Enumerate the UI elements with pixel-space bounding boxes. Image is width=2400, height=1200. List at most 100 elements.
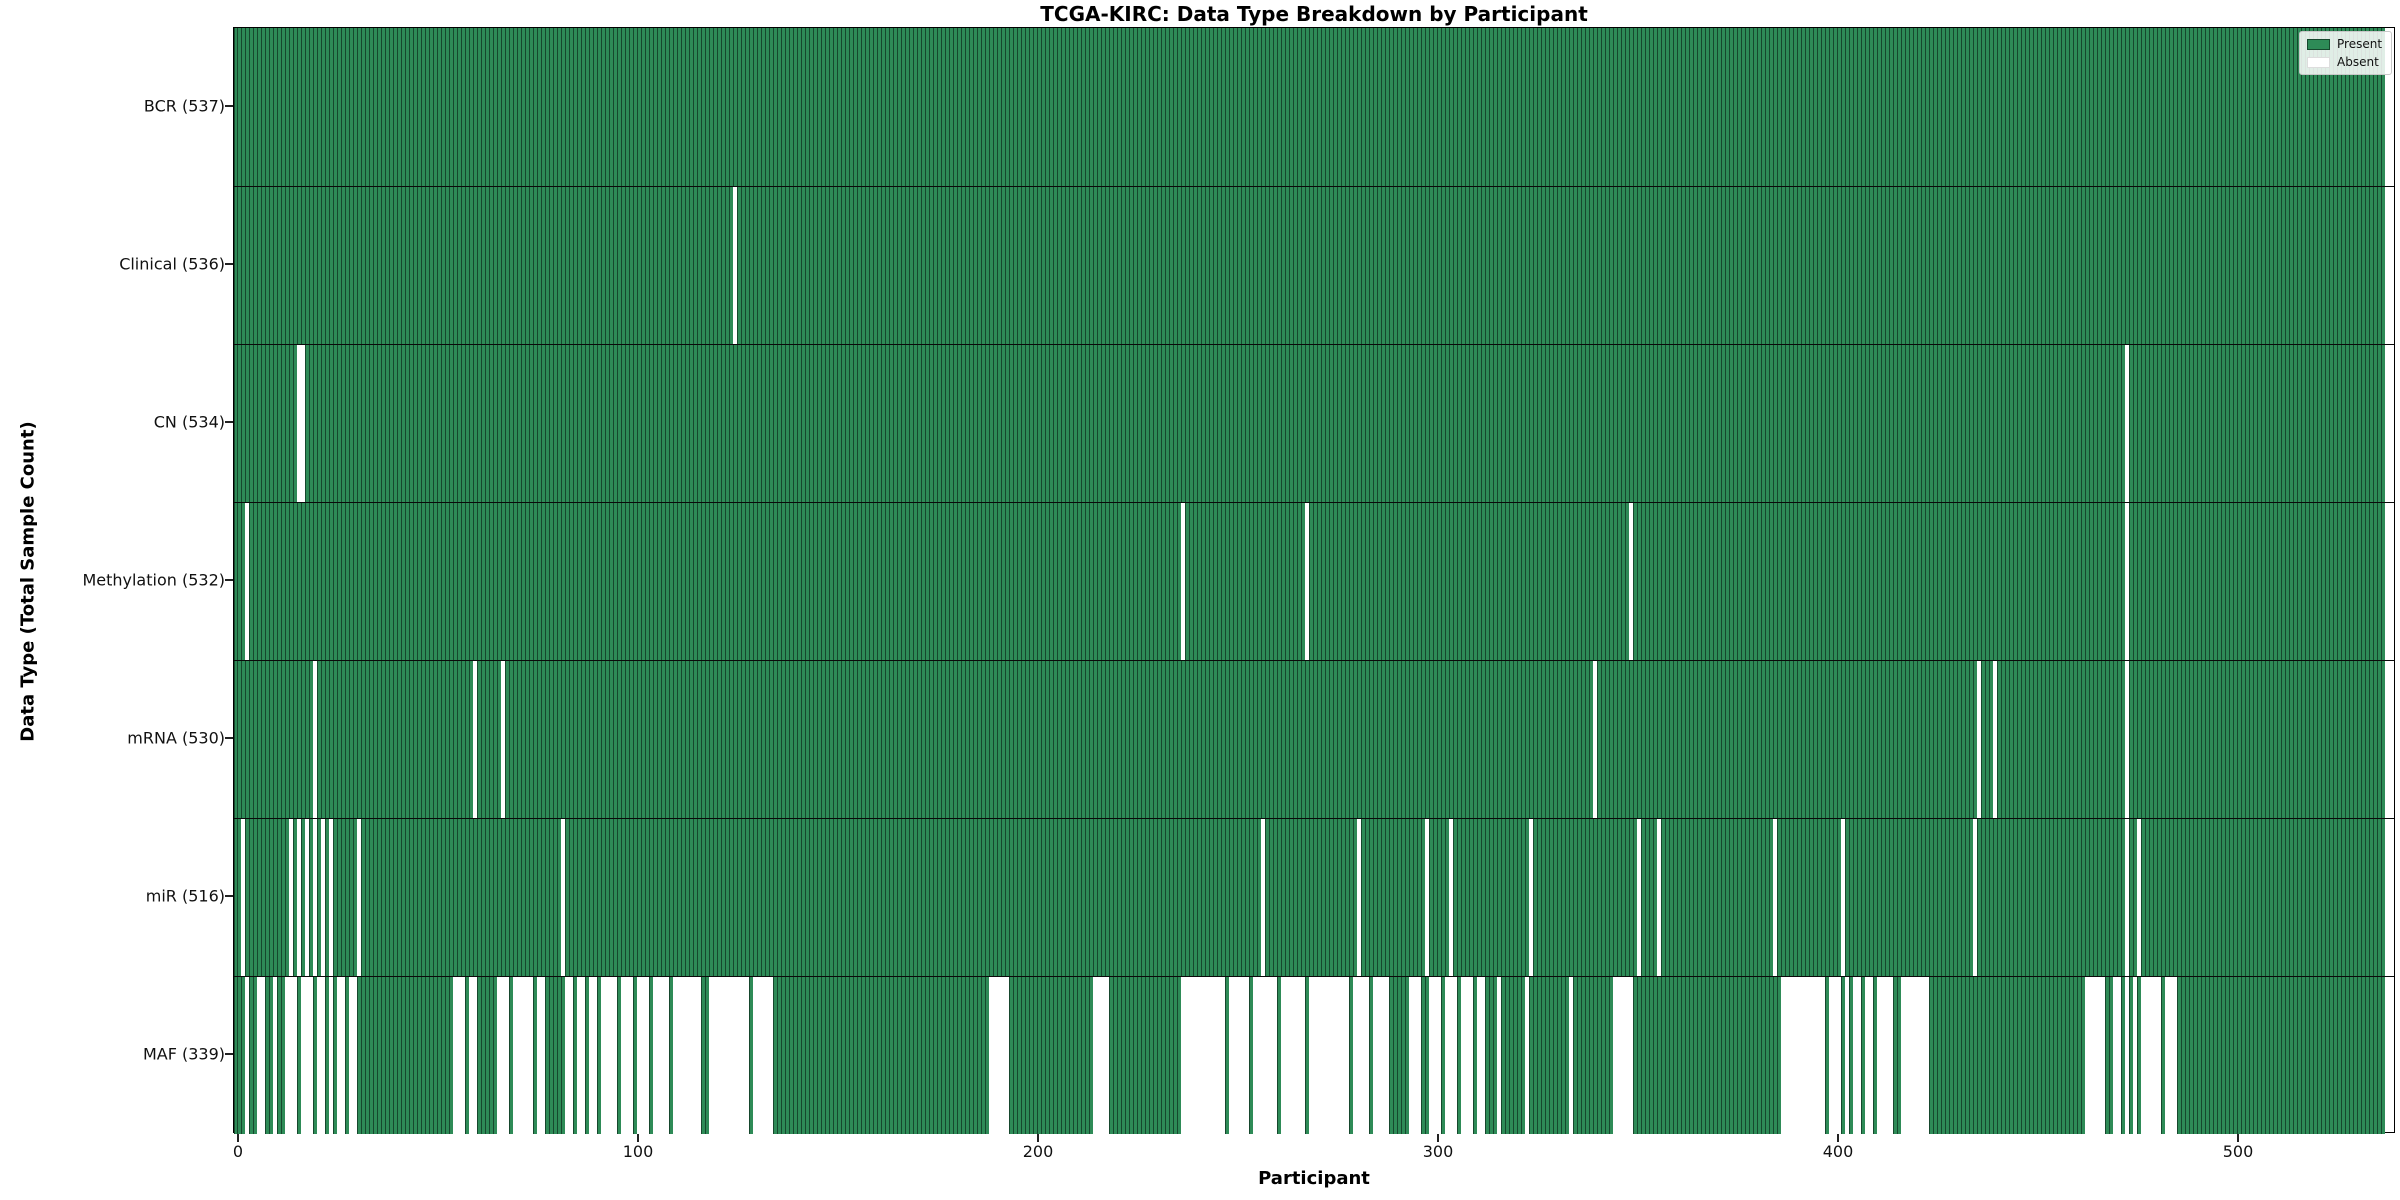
absent-gap bbox=[685, 976, 689, 1134]
absent-gap bbox=[1793, 976, 1797, 1134]
absent-gap bbox=[337, 976, 341, 1134]
absent-gap bbox=[1437, 976, 1441, 1134]
absent-gap bbox=[1357, 976, 1361, 1134]
absent-gap bbox=[1629, 976, 1633, 1134]
absent-gap bbox=[1197, 976, 1201, 1134]
legend-label-present: Present bbox=[2337, 37, 2383, 51]
absent-gap bbox=[657, 976, 661, 1134]
absent-gap bbox=[1429, 976, 1433, 1134]
absent-gap bbox=[1233, 976, 1237, 1134]
absent-gap bbox=[2089, 976, 2093, 1134]
absent-gap bbox=[745, 976, 749, 1134]
absent-gap bbox=[1333, 976, 1337, 1134]
absent-gap bbox=[1869, 976, 1873, 1134]
absent-gap bbox=[1317, 976, 1321, 1134]
absent-gap bbox=[1625, 976, 1629, 1134]
absent-gap bbox=[1241, 976, 1245, 1134]
absent-gap bbox=[1593, 660, 1597, 818]
absent-gap bbox=[305, 976, 309, 1134]
absent-gap bbox=[1809, 976, 1813, 1134]
absent-gap bbox=[601, 976, 605, 1134]
absent-gap bbox=[1253, 976, 1257, 1134]
absent-gap bbox=[653, 976, 657, 1134]
y-tick-mark bbox=[225, 895, 233, 897]
absent-gap bbox=[501, 660, 505, 818]
absent-gap bbox=[353, 976, 357, 1134]
absent-gap bbox=[313, 660, 317, 818]
absent-gap bbox=[1237, 976, 1241, 1134]
absent-gap bbox=[1209, 976, 1213, 1134]
absent-gap bbox=[457, 976, 461, 1134]
absent-gap bbox=[1449, 818, 1453, 976]
x-tick-label: 0 bbox=[232, 1142, 244, 1161]
absent-gap bbox=[1637, 818, 1641, 976]
absent-gap bbox=[2141, 976, 2145, 1134]
absent-gap bbox=[725, 976, 729, 1134]
absent-gap bbox=[1813, 976, 1817, 1134]
absent-gap bbox=[721, 976, 725, 1134]
absent-gap bbox=[1881, 976, 1885, 1134]
absent-gap bbox=[1245, 976, 1249, 1134]
absent-gap bbox=[1301, 976, 1305, 1134]
data-row-miR bbox=[234, 818, 2385, 976]
absent-gap bbox=[245, 502, 249, 660]
absent-gap bbox=[2145, 976, 2149, 1134]
plot-area bbox=[233, 27, 2395, 1134]
absent-gap bbox=[1789, 976, 1793, 1134]
absent-gap bbox=[261, 976, 265, 1134]
absent-gap bbox=[693, 976, 697, 1134]
absent-gap bbox=[1885, 976, 1889, 1134]
absent-gap bbox=[737, 976, 741, 1134]
absent-gap bbox=[561, 818, 565, 976]
absent-gap bbox=[2157, 976, 2161, 1134]
absent-gap bbox=[541, 976, 545, 1134]
absent-gap bbox=[505, 976, 509, 1134]
absent-gap bbox=[517, 976, 521, 1134]
absent-gap bbox=[625, 976, 629, 1134]
absent-gap bbox=[1817, 976, 1821, 1134]
absent-gap bbox=[2117, 976, 2121, 1134]
absent-gap bbox=[1181, 976, 1185, 1134]
absent-gap bbox=[257, 976, 261, 1134]
absent-gap bbox=[2165, 976, 2169, 1134]
absent-gap bbox=[513, 976, 517, 1134]
absent-gap bbox=[1381, 976, 1385, 1134]
chart-title: TCGA-KIRC: Data Type Breakdown by Partic… bbox=[1040, 2, 1588, 26]
absent-gap bbox=[301, 976, 305, 1134]
absent-gap bbox=[577, 976, 581, 1134]
absent-gap bbox=[1497, 976, 1501, 1134]
absent-gap bbox=[289, 818, 293, 976]
absent-gap bbox=[997, 976, 1001, 1134]
y-tick-label: MAF (339) bbox=[142, 1044, 225, 1064]
absent-gap bbox=[1613, 976, 1617, 1134]
legend-item-absent: Absent bbox=[2307, 55, 2382, 69]
x-tick-label: 100 bbox=[622, 1142, 654, 1161]
y-tick-label: miR (516) bbox=[145, 886, 225, 906]
absent-gap bbox=[2125, 344, 2129, 502]
absent-gap bbox=[665, 976, 669, 1134]
absent-gap bbox=[2149, 976, 2153, 1134]
absent-gap bbox=[1425, 818, 1429, 976]
row-separator bbox=[234, 976, 2394, 977]
absent-gap bbox=[1821, 976, 1825, 1134]
absent-gap bbox=[1357, 818, 1361, 976]
absent-gap bbox=[501, 976, 505, 1134]
absent-gap bbox=[473, 976, 477, 1134]
absent-gap bbox=[629, 976, 633, 1134]
data-row-Clinical bbox=[234, 186, 2385, 344]
absent-gap bbox=[1297, 976, 1301, 1134]
absent-gap bbox=[469, 976, 473, 1134]
absent-gap bbox=[1261, 976, 1265, 1134]
absent-gap bbox=[1569, 976, 1573, 1134]
absent-gap bbox=[1617, 976, 1621, 1134]
absent-gap bbox=[605, 976, 609, 1134]
absent-gap bbox=[1185, 976, 1189, 1134]
absent-gap bbox=[273, 976, 277, 1134]
absent-gap bbox=[613, 976, 617, 1134]
absent-gap bbox=[1841, 818, 1845, 976]
absent-gap bbox=[357, 818, 361, 976]
absent-gap bbox=[645, 976, 649, 1134]
absent-gap bbox=[1093, 976, 1097, 1134]
absent-gap bbox=[1265, 976, 1269, 1134]
absent-gap bbox=[1785, 976, 1789, 1134]
